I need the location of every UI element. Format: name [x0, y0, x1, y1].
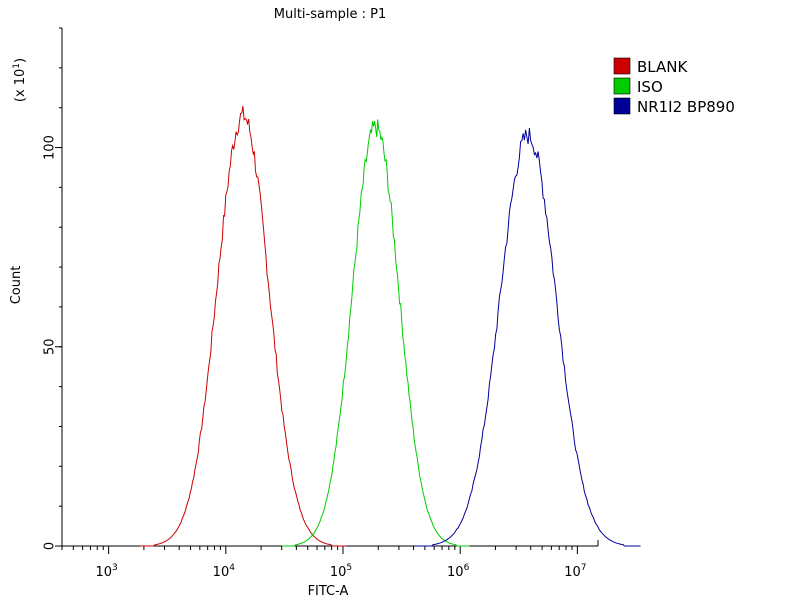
legend-label: NR1I2 BP890 [637, 98, 735, 116]
series-line-blank [139, 105, 347, 547]
x-axis-label: FITC-A [308, 584, 349, 599]
series-line-iso [281, 119, 470, 547]
legend-swatch [613, 97, 631, 115]
y-tick-label: 100 [43, 135, 58, 160]
legend-label: BLANK [637, 58, 688, 76]
x-tick-label: 104 [213, 563, 236, 580]
y-tick-label: 50 [43, 338, 58, 355]
x-tick-label: 106 [447, 563, 470, 580]
y-scale-note: (x 101) [12, 58, 28, 102]
x-tick-label: 103 [95, 563, 117, 580]
legend: BLANK ISO NR1I2 BP890 [613, 57, 735, 116]
legend-swatch [613, 77, 631, 95]
y-axis-label: Count [9, 266, 24, 305]
x-tick-label: 107 [564, 563, 586, 580]
x-tick-label: 105 [330, 563, 352, 580]
y-scale-exp: 1 [12, 63, 22, 69]
chart-title: Multi-sample : P1 [274, 7, 387, 22]
plot-area: 0 50 100 103 104 105 106 107 [43, 27, 641, 580]
legend-label: ISO [637, 78, 663, 96]
y-tick-label: 0 [43, 542, 58, 550]
legend-swatch [613, 57, 631, 75]
series-line-nr1i2-bp890 [415, 127, 641, 547]
